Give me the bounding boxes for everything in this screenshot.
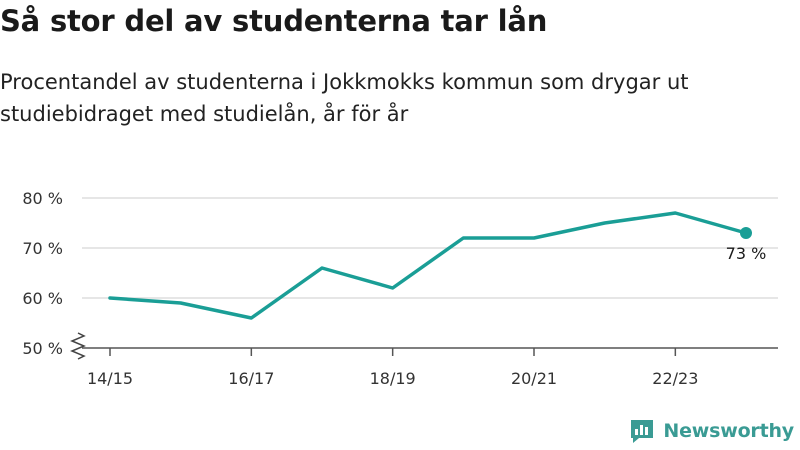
brand-name: Newsworthy [663,420,794,442]
end-point [740,227,752,239]
bar-chart-logo-icon [631,420,654,443]
data-labels: 73 % [726,244,767,263]
x-tick-label: 18/19 [370,369,416,388]
end-value-label: 73 % [726,244,767,263]
x-tick-label: 22/23 [652,369,698,388]
series-line [108,211,748,320]
grid-lines [82,197,778,299]
axis-break-zigzag [70,332,86,360]
x-tick-label: 14/15 [87,369,133,388]
y-tick-label: 50 % [22,339,63,358]
newsworthy-logo: Newsworthy [629,418,794,444]
x-axis: 14/15 16/17 18/19 20/21 22/23 [82,347,778,388]
y-tick-label: 60 % [22,289,63,308]
x-tick-label: 20/21 [511,369,557,388]
y-tick-label: 80 % [22,189,63,208]
y-tick-label: 70 % [22,239,63,258]
chart-subtitle: Procentandel av studenterna i Jokkmokks … [0,70,689,126]
chart-title: Så stor del av studenterna tar lån [0,4,548,38]
x-tick-label: 16/17 [228,369,274,388]
y-axis-tick-labels: 50 % 60 % 70 % 80 % [22,189,63,358]
axis-break-icon [70,332,86,360]
series-layer [108,211,752,320]
